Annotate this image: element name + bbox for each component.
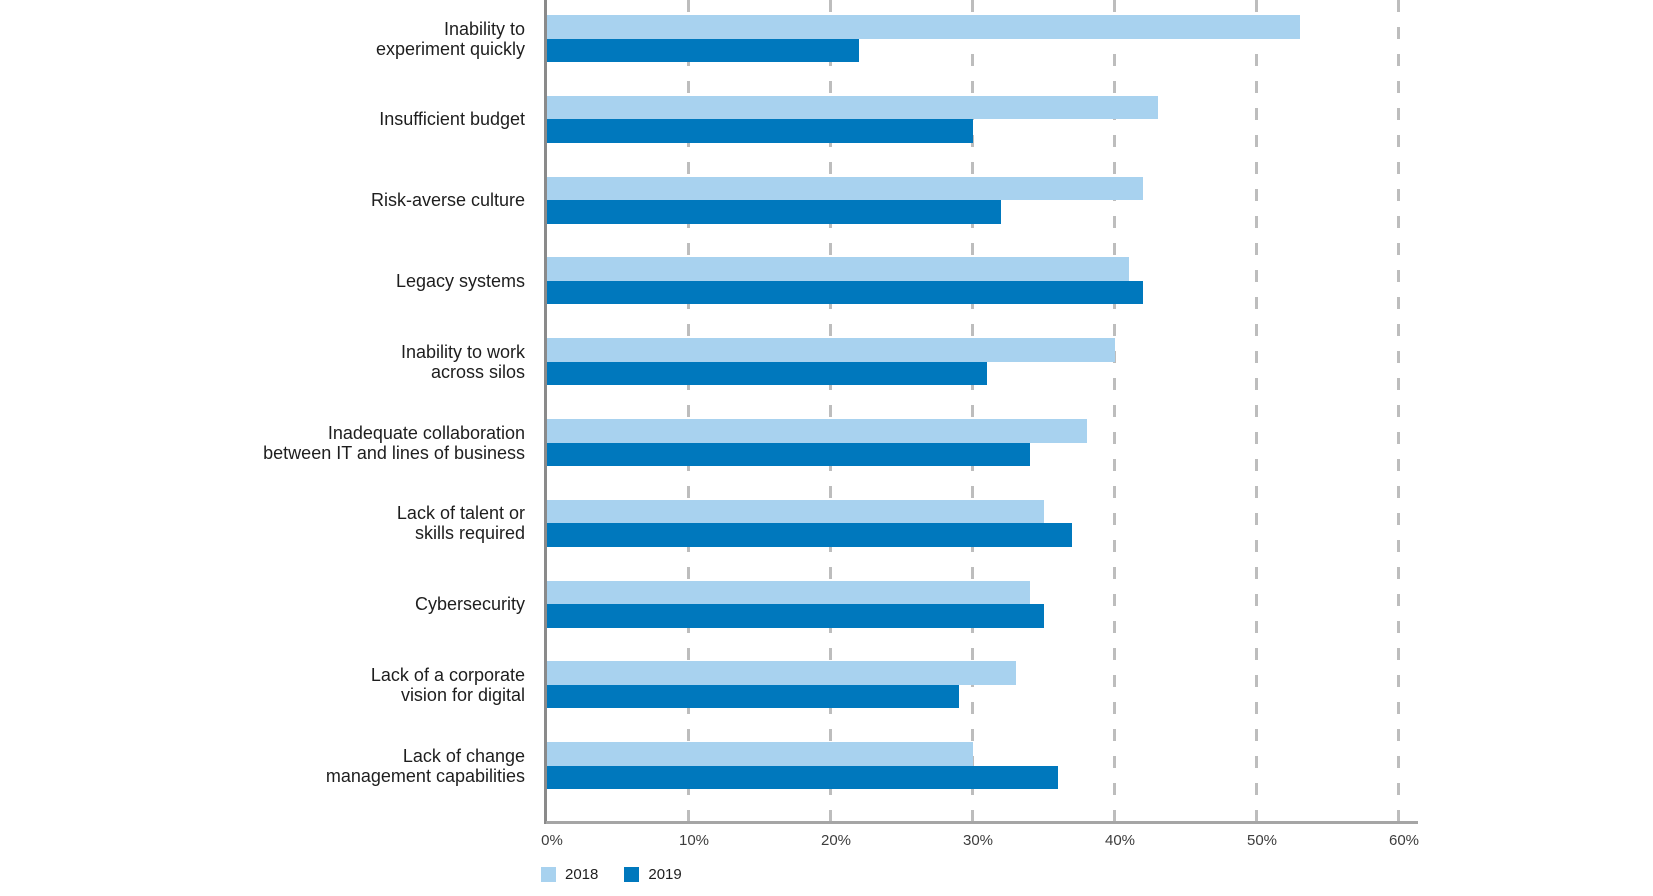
bar-2019-row-3 — [547, 200, 1002, 224]
x-tick-label: 0% — [541, 832, 563, 849]
bar-2019-row-1 — [547, 38, 860, 62]
legend: 2018 2019 — [541, 866, 682, 883]
category-label: Risk-averse culture — [370, 190, 525, 211]
bar-2018-row-3 — [547, 176, 1144, 201]
bar-2019-row-10 — [547, 765, 1059, 790]
gridline-30% — [970, 0, 974, 823]
bar-2018-row-2 — [547, 95, 1158, 120]
x-tick-label: 10% — [678, 832, 710, 849]
x-tick-label: 40% — [1104, 832, 1136, 849]
x-tick-label: 30% — [962, 832, 994, 849]
legend-label: 2018 — [565, 866, 599, 883]
gridline-10% — [686, 0, 690, 823]
legend-item-2019: 2019 — [624, 866, 682, 883]
legend-item-2018: 2018 — [541, 866, 598, 883]
category-label: Lack of a corporate vision for digital — [370, 664, 525, 705]
gridline-50% — [1254, 0, 1258, 823]
category-label: Inability to work across silos — [400, 341, 525, 382]
bar-2018-row-6 — [547, 419, 1087, 443]
bar-2019-row-7 — [547, 523, 1073, 547]
bar-2018-row-5 — [547, 338, 1115, 362]
bar-2019-row-5 — [547, 361, 988, 386]
category-label: Legacy systems — [395, 270, 525, 291]
x-tick-label: 50% — [1246, 832, 1278, 849]
category-label: Inadequate collaboration between IT and … — [263, 422, 525, 463]
bar-2018-row-9 — [547, 661, 1016, 685]
bar-2019-row-6 — [547, 442, 1030, 466]
category-label: Inability to experiment quickly — [375, 18, 525, 59]
category-label: Cybersecurity — [414, 594, 525, 615]
category-label: Lack of change management capabilities — [325, 745, 525, 786]
gridline-60% — [1396, 0, 1400, 823]
bar-2019-row-8 — [547, 604, 1044, 628]
bar-2018-row-8 — [547, 580, 1030, 605]
gridline-20% — [828, 0, 832, 823]
bar-2018-row-4 — [547, 257, 1130, 281]
gridline-40% — [1112, 0, 1116, 823]
y-axis-line — [544, 0, 547, 824]
bar-2019-row-2 — [547, 119, 973, 143]
bar-2019-row-4 — [547, 280, 1144, 305]
category-label: Lack of talent or skills required — [396, 503, 525, 544]
bar-2018-row-7 — [547, 499, 1044, 524]
x-tick-label: 20% — [820, 832, 852, 849]
legend-label: 2019 — [648, 866, 682, 883]
legend-swatch-2018 — [541, 867, 556, 882]
x-axis-line — [546, 821, 1418, 824]
bar-2018-row-10 — [547, 742, 973, 766]
x-tick-label: 60% — [1388, 832, 1420, 849]
bar-2018-row-1 — [547, 15, 1300, 39]
legend-swatch-2019 — [624, 867, 640, 882]
bar-2019-row-9 — [547, 684, 959, 709]
category-label: Insufficient budget — [379, 109, 525, 130]
